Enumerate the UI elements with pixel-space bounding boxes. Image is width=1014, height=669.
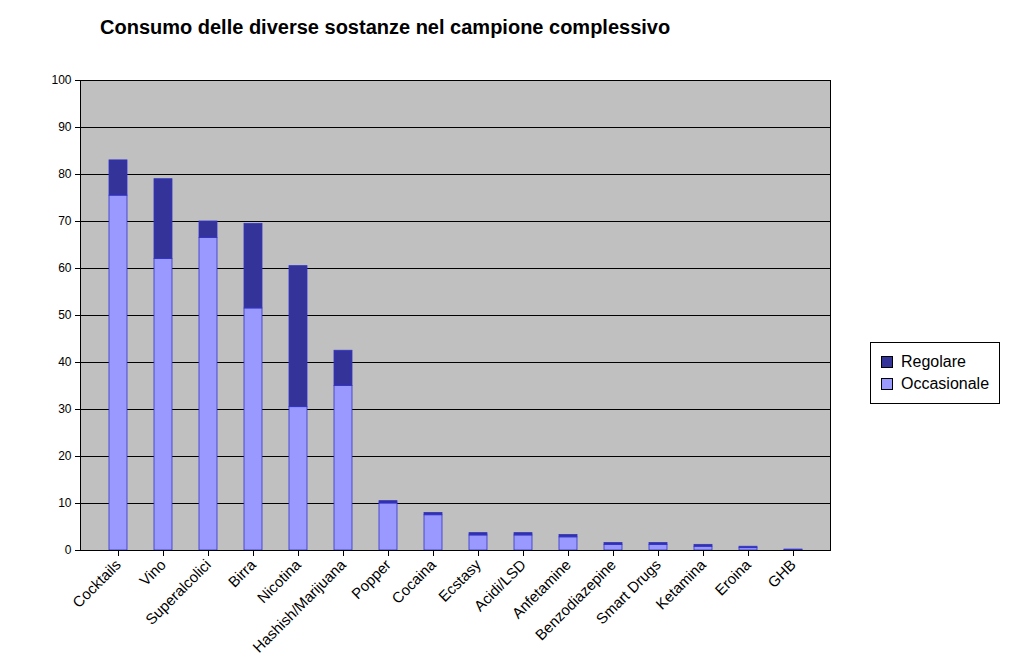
svg-text:90: 90 [58,120,72,134]
svg-text:Popper: Popper [347,555,394,603]
svg-text:Acidi/LSD: Acidi/LSD [470,555,529,615]
svg-text:Ecstasy: Ecstasy [434,555,484,605]
svg-text:Hashish/Marijuana: Hashish/Marijuana [249,555,349,655]
svg-text:GHB: GHB [764,556,799,591]
svg-text:Cocaina: Cocaina [388,555,439,606]
svg-text:Cocktails: Cocktails [69,556,124,611]
svg-text:Birra: Birra [225,555,260,590]
svg-text:Vino: Vino [136,556,169,589]
svg-text:Superalcolici: Superalcolici [142,556,214,628]
svg-text:80: 80 [58,167,72,181]
svg-text:40: 40 [58,355,72,369]
svg-text:0: 0 [65,543,72,557]
svg-text:20: 20 [58,449,72,463]
svg-text:10: 10 [58,496,72,510]
svg-text:50: 50 [58,308,72,322]
html-text:Regolare: Regolare [901,353,966,370]
svg-text:Eroina: Eroina [711,555,754,598]
svg-text:Smart Drugs: Smart Drugs [592,556,664,628]
html-text:Occasionale: Occasionale [901,375,989,392]
svg-text:Ketamina: Ketamina [652,555,709,612]
svg-text:100: 100 [51,73,71,87]
svg-text:Benzodiazepine: Benzodiazepine [531,556,619,644]
svg-text:60: 60 [58,261,72,275]
html-text:Consumo delle diverse sostanze: Consumo delle diverse sostanze nel campi… [100,16,671,38]
svg-text:Anfetamine: Anfetamine [508,555,574,622]
svg-text:30: 30 [58,402,72,416]
svg-text:Nicotina: Nicotina [253,555,304,607]
svg-text:70: 70 [58,214,72,228]
